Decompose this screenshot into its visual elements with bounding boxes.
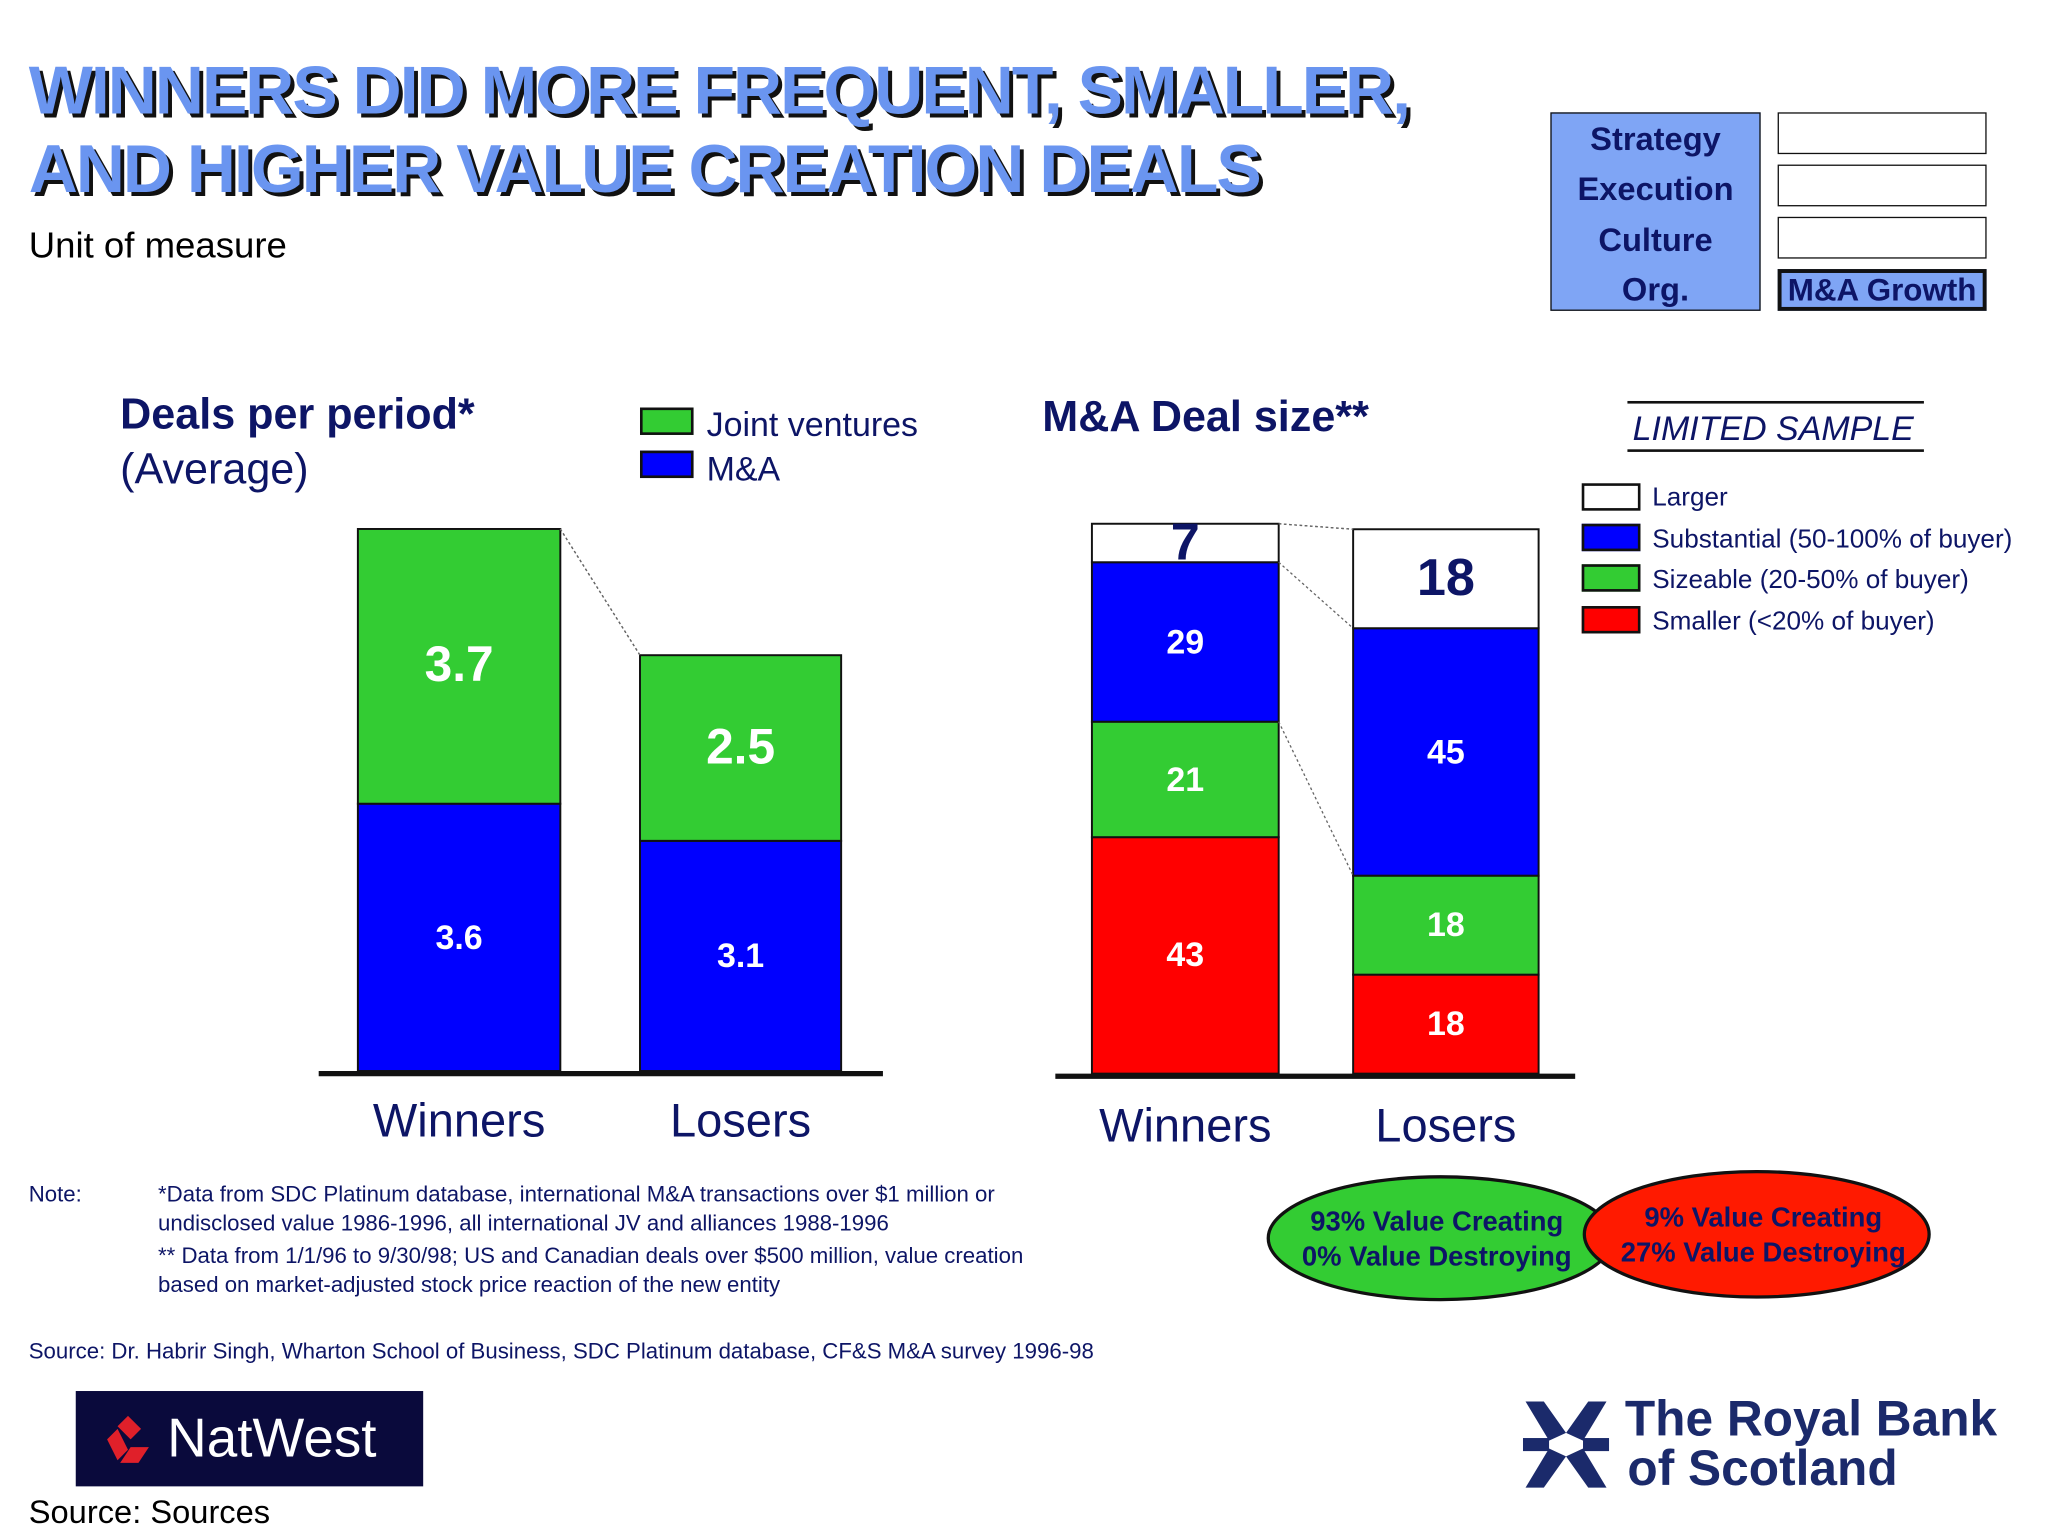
data-label: 21 bbox=[1166, 759, 1205, 799]
natwest-wordmark: NatWest bbox=[167, 1406, 377, 1469]
framework-item: Execution bbox=[1577, 171, 1734, 208]
data-label: 2.5 bbox=[706, 719, 776, 775]
bar-segment-losers-3 bbox=[1352, 528, 1540, 630]
bar-segment-winners-1 bbox=[356, 527, 562, 805]
legend-swatch-jv bbox=[639, 407, 694, 435]
rbs-wordmark-line2: of Scotland bbox=[1627, 1441, 1898, 1497]
source-line: Source: Dr. Habrir Singh, Wharton School… bbox=[28, 1338, 1094, 1364]
framework-box: Strategy Execution Culture Org. bbox=[1550, 112, 1761, 311]
natwest-logo: NatWest bbox=[75, 1391, 424, 1487]
losers-outcome-ellipse bbox=[1582, 1169, 1931, 1299]
category-label: Losers bbox=[1375, 1098, 1517, 1152]
bar-segment-losers-1 bbox=[639, 654, 843, 842]
bar-segment-winners-0 bbox=[356, 802, 562, 1072]
page-title-line2: AND HIGHER VALUE CREATION DEALS bbox=[28, 131, 1262, 208]
legend-label-substantial: Substantial (50-100% of buyer) bbox=[1652, 525, 2013, 554]
bar-segment-winners-1 bbox=[1090, 720, 1280, 839]
limited-sample-label: LIMITED SAMPLE bbox=[1632, 408, 1914, 448]
framework-slot-active: M&A Growth bbox=[1777, 269, 1987, 311]
data-label: 3.6 bbox=[435, 917, 483, 957]
note-line: based on market-adjusted stock price rea… bbox=[158, 1272, 781, 1297]
framework-item: Culture bbox=[1598, 222, 1713, 259]
framework-slot bbox=[1777, 112, 1987, 155]
legend-swatch-sizeable bbox=[1581, 564, 1641, 592]
framework-slot bbox=[1777, 216, 1987, 259]
data-label: 7 bbox=[1170, 513, 1200, 572]
rbs-daisy-icon bbox=[1522, 1401, 1610, 1488]
category-label: Winners bbox=[372, 1093, 546, 1147]
data-label: 18 bbox=[1426, 904, 1465, 945]
bar-segment-winners-3 bbox=[1090, 522, 1280, 564]
winners-outcome-line2: 0% Value Destroying bbox=[1301, 1242, 1572, 1273]
losers-outcome-line1: 9% Value Creating bbox=[1644, 1202, 1883, 1233]
framework-slot bbox=[1777, 164, 1987, 207]
data-label: 3.1 bbox=[716, 935, 765, 975]
rbs-wordmark-line1: The Royal Bank bbox=[1624, 1392, 1998, 1448]
data-label: 29 bbox=[1166, 621, 1205, 661]
footer-source: Source: Sources bbox=[28, 1494, 271, 1531]
limited-sample-rule-bottom bbox=[1627, 449, 1924, 452]
framework-slot-label: M&A Growth bbox=[1787, 272, 1977, 309]
data-label: 45 bbox=[1426, 731, 1465, 771]
data-label: 18 bbox=[1416, 549, 1475, 607]
legend-label-smaller: Smaller (<20% of buyer) bbox=[1652, 607, 1935, 637]
legend-label-jv: Joint ventures bbox=[706, 404, 919, 445]
legend-swatch-ma bbox=[639, 450, 694, 479]
legend-label-sizeable: Sizeable (20-50% of buyer) bbox=[1652, 565, 1969, 595]
limited-sample-rule-top bbox=[1627, 400, 1924, 404]
connector-line bbox=[1278, 523, 1354, 530]
category-label: Losers bbox=[669, 1093, 812, 1147]
framework-item: Strategy bbox=[1590, 121, 1721, 159]
connector-line bbox=[1278, 721, 1354, 876]
note-label: Note: bbox=[28, 1182, 82, 1207]
winners-outcome-line1: 93% Value Creating bbox=[1310, 1206, 1564, 1237]
legend-label-ma: M&A bbox=[706, 449, 781, 489]
bar-segment-losers-0 bbox=[639, 839, 843, 1072]
data-label: 43 bbox=[1166, 935, 1205, 975]
category-label: Winners bbox=[1099, 1098, 1272, 1152]
note-line: *Data from SDC Platinum database, intern… bbox=[158, 1182, 995, 1207]
connector-line bbox=[559, 528, 641, 656]
bar-segment-winners-2 bbox=[1090, 561, 1280, 723]
chart2-title: M&A Deal size** bbox=[1042, 391, 1369, 441]
connector-line bbox=[1278, 561, 1354, 629]
data-label: 18 bbox=[1426, 1003, 1465, 1044]
legend-swatch-substantial bbox=[1581, 523, 1641, 552]
note-line: undisclosed value 1986-1996, all interna… bbox=[158, 1210, 889, 1236]
legend-swatch-larger bbox=[1581, 483, 1641, 511]
natwest-chevron-icon bbox=[107, 1415, 149, 1463]
unit-of-measure: Unit of measure bbox=[28, 224, 287, 266]
chart1-subtitle: (Average) bbox=[120, 444, 309, 493]
chart1-title: Deals per period* bbox=[120, 389, 475, 438]
note-line: ** Data from 1/1/96 to 9/30/98; US and C… bbox=[158, 1243, 1024, 1269]
data-label: 3.7 bbox=[424, 638, 494, 694]
framework-item: Org. bbox=[1621, 271, 1690, 309]
legend-label-larger: Larger bbox=[1652, 483, 1728, 512]
legend-swatch-smaller bbox=[1581, 606, 1641, 634]
page-title-line1: WINNERS DID MORE FREQUENT, SMALLER, bbox=[28, 53, 1411, 130]
bar-segment-winners-0 bbox=[1090, 836, 1280, 1075]
losers-outcome-line2: 27% Value Destroying bbox=[1620, 1238, 1906, 1269]
